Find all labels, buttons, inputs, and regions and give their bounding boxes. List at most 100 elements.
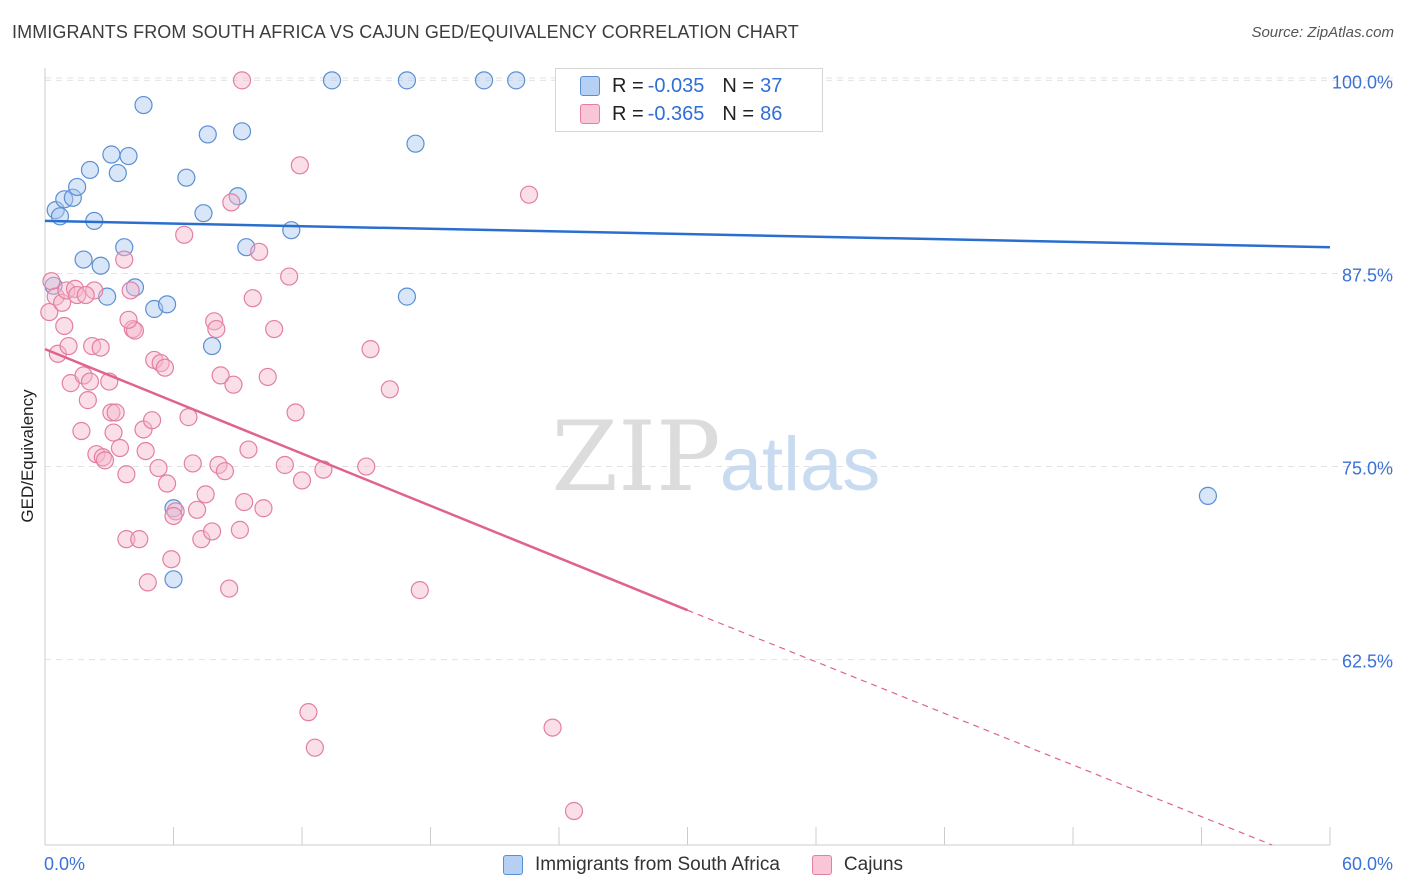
- data-point-cajuns: [258, 367, 277, 387]
- legend-swatch-blue: [580, 76, 600, 96]
- legend-swatch-pink: [811, 855, 832, 875]
- data-point-cajuns: [564, 801, 584, 821]
- data-point-cajuns: [104, 423, 123, 442]
- data-point-cajuns: [115, 250, 134, 269]
- chart-title: IMMIGRANTS FROM SOUTH AFRICA VS CAJUN GE…: [12, 22, 799, 42]
- data-point-south-africa: [119, 146, 138, 166]
- data-point-cajuns: [149, 458, 168, 478]
- y-tick-label: 62.5%: [1342, 652, 1393, 672]
- y-tick-label: 100.0%: [1332, 72, 1393, 92]
- watermark-zip: ZIP: [551, 401, 720, 513]
- legend-n-label: N =: [722, 74, 755, 97]
- y-axis-label: GED/Equivalency: [18, 389, 37, 523]
- data-point-south-africa: [1198, 486, 1218, 505]
- data-point-cajuns: [230, 520, 249, 539]
- data-point-cajuns: [72, 421, 91, 441]
- data-point-cajuns: [410, 581, 429, 600]
- watermark-atlas: atlas: [720, 422, 881, 507]
- x-tick-label-start: 0.0%: [44, 854, 85, 874]
- data-point-cajuns: [91, 338, 110, 357]
- data-point-cajuns: [40, 302, 59, 322]
- data-point-cajuns: [280, 267, 299, 286]
- data-point-cajuns: [357, 457, 376, 476]
- data-point-cajuns: [250, 242, 269, 261]
- series-legend: Immigrants from South Africa Cajuns: [0, 852, 1406, 878]
- data-point-south-africa: [91, 256, 110, 275]
- y-tick-label: 87.5%: [1342, 265, 1393, 285]
- data-point-cajuns: [59, 336, 78, 356]
- data-point-cajuns: [361, 340, 380, 359]
- data-point-cajuns: [80, 372, 100, 391]
- data-point-south-africa: [474, 71, 494, 90]
- data-point-cajuns: [305, 738, 324, 757]
- data-point-south-africa: [397, 287, 417, 306]
- data-point-south-africa: [134, 95, 153, 115]
- x-tick-label-end: 60.0%: [1342, 854, 1393, 874]
- data-point-cajuns: [202, 522, 222, 541]
- legend-item-cajuns: Cajuns: [811, 854, 903, 876]
- data-point-cajuns: [76, 285, 95, 305]
- data-point-cajuns: [85, 281, 104, 300]
- y-tick-label: 75.0%: [1342, 459, 1393, 479]
- data-point-cajuns: [175, 225, 194, 244]
- data-point-cajuns: [110, 438, 130, 458]
- data-point-cajuns: [157, 474, 177, 493]
- legend-swatch-blue: [502, 855, 523, 875]
- data-point-cajuns: [543, 718, 562, 737]
- data-point-south-africa: [194, 204, 213, 223]
- data-point-south-africa: [322, 71, 342, 90]
- legend-r-value: -0.035: [647, 74, 705, 97]
- data-point-south-africa: [397, 71, 417, 90]
- legend-n-value: 37: [760, 74, 783, 97]
- data-point-cajuns: [224, 375, 243, 394]
- data-point-south-africa: [177, 168, 196, 187]
- data-point-cajuns: [119, 310, 138, 329]
- data-point-cajuns: [117, 465, 136, 484]
- data-point-cajuns: [42, 272, 61, 291]
- trend-line-cajuns-extension: [687, 609, 1273, 846]
- watermark: ZIP atlas: [551, 401, 880, 513]
- data-point-cajuns: [380, 380, 399, 399]
- data-point-cajuns: [519, 185, 539, 204]
- data-point-cajuns: [121, 281, 140, 300]
- legend-item-south-africa: Immigrants from South Africa: [502, 854, 780, 876]
- data-point-cajuns: [243, 289, 262, 308]
- legend-n-value: 86: [760, 102, 783, 125]
- data-point-cajuns: [265, 319, 284, 339]
- legend-r-value: -0.365: [647, 102, 705, 125]
- data-point-south-africa: [198, 125, 217, 144]
- correlation-legend: R = -0.035 N = 37 R = -0.365 N = 86: [555, 68, 823, 132]
- data-point-cajuns: [142, 411, 162, 430]
- data-point-cajuns: [102, 403, 121, 422]
- data-point-cajuns: [292, 471, 312, 490]
- data-point-cajuns: [164, 506, 183, 526]
- data-point-cajuns: [136, 441, 155, 461]
- grid-lines: [45, 77, 1393, 661]
- data-point-cajuns: [215, 462, 234, 481]
- tick-labels: 62.5% 75.0% 87.5% 100.0% 0.0% 60.0% GED/Equiva…: [18, 72, 1393, 874]
- data-point-south-africa: [282, 221, 301, 240]
- data-point-south-africa: [102, 145, 121, 164]
- data-point-cajuns: [106, 403, 125, 422]
- data-point-cajuns: [207, 319, 226, 339]
- trend-line-cajuns: [44, 347, 688, 612]
- data-point-cajuns: [239, 440, 258, 459]
- data-point-south-africa: [157, 295, 177, 314]
- trend-lines: [44, 219, 1331, 846]
- data-point-south-africa: [232, 122, 252, 141]
- data-point-south-africa: [115, 238, 134, 257]
- data-point-cajuns: [232, 71, 252, 90]
- data-point-cajuns: [78, 391, 97, 410]
- data-point-cajuns: [222, 193, 241, 212]
- data-point-cajuns: [95, 451, 115, 470]
- data-point-cajuns: [235, 492, 254, 512]
- legend-r-label: R =: [612, 74, 644, 97]
- data-point-cajuns: [117, 530, 136, 549]
- legend-row-cajuns: R = -0.365 N = 86: [556, 101, 782, 127]
- data-point-south-africa: [74, 250, 93, 269]
- data-point-south-africa: [164, 570, 183, 589]
- source-label: Source: ZipAtlas.com: [1251, 24, 1394, 41]
- data-point-cajuns: [138, 573, 157, 592]
- data-point-cajuns: [125, 321, 145, 340]
- data-point-south-africa: [164, 499, 183, 518]
